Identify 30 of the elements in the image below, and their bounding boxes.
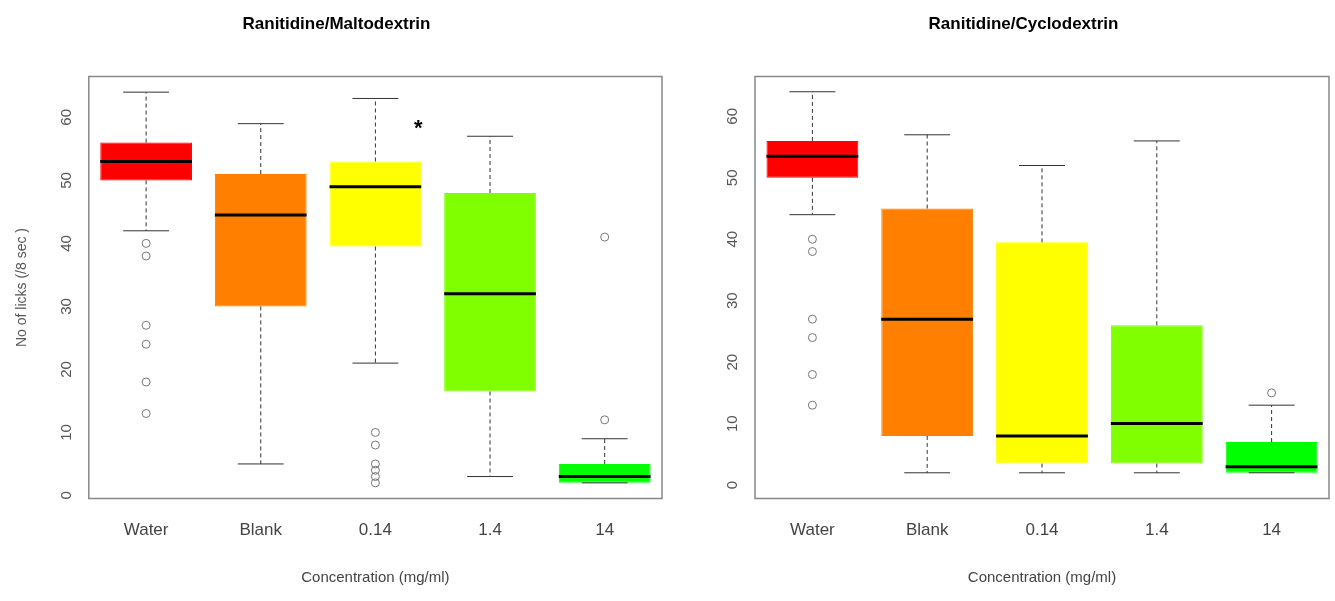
chart-title: Ranitidine/Maltodextrin [242,13,431,33]
y-tick-label: 50 [722,169,740,187]
chart-title: Ranitidine/Cyclodextrin [928,13,1119,33]
x-tick-label: 0.14 [1025,520,1059,540]
x-tick-label: Water [790,520,836,540]
x-tick-label: Blank [239,520,283,540]
x-tick-label: 1.4 [1144,520,1169,540]
x-tick-label: 14 [1262,520,1282,540]
y-tick-label: 50 [56,172,74,189]
x-tick-label: 1.4 [478,520,502,540]
x-axis-title: Concentration (mg/ml) [967,568,1117,586]
y-tick-label: 20 [56,361,74,378]
x-tick-label: 14 [595,520,615,540]
x-tick-label: 0.14 [358,520,392,540]
y-tick-label: 60 [722,108,740,125]
annotation: * [414,115,424,141]
y-axis-title: No of licks (/8 sec ) [13,227,30,348]
y-tick-label: 0 [56,491,74,500]
y-tick-label: 40 [56,235,74,252]
y-tick-label: 10 [722,415,740,432]
y-tick-label: 20 [722,353,740,371]
y-tick-label: 30 [722,292,740,310]
y-tick-label: 0 [722,480,740,490]
x-tick-label: Water [123,520,169,540]
x-axis-title: Concentration (mg/ml) [301,568,450,586]
y-tick-label: 30 [56,298,74,315]
y-tick-label: 40 [722,230,740,248]
y-tick-label: 10 [56,424,74,441]
y-tick-label: 60 [56,109,74,126]
x-tick-label: Blank [905,520,949,540]
